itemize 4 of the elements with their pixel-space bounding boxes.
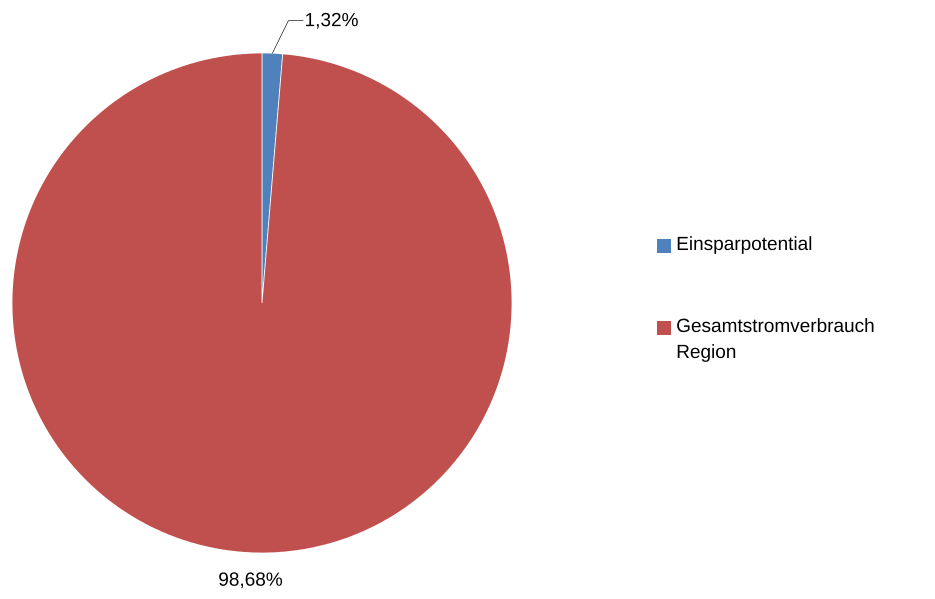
data-label: 1,32% (306, 12, 358, 29)
legend-label: Einsparpotential (678, 236, 812, 254)
data-label: 98,68% (219, 572, 282, 588)
legend-label: Gesamtstromverbrauch Region (677, 318, 874, 362)
